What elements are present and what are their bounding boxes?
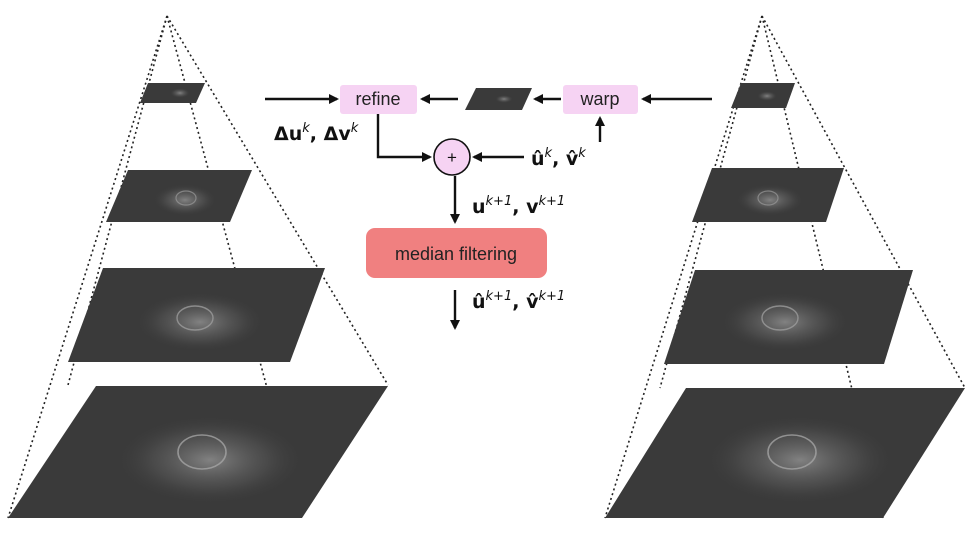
left-layer-2 — [106, 170, 252, 222]
next-hat-uv-label: ûk+1, v̂k+1 — [472, 289, 565, 313]
median-filtering-node: median filtering — [366, 228, 547, 278]
flow-section: refine warp Δuk, Δvk + — [265, 85, 712, 330]
right-layer-3 — [664, 270, 913, 364]
warp-node: warp — [563, 85, 638, 114]
right-layer-2 — [692, 168, 844, 222]
warp-label: warp — [579, 89, 619, 109]
left-pyramid — [7, 15, 389, 519]
right-layer-1 — [731, 83, 795, 108]
left-layer-1 — [140, 83, 205, 103]
plus-node: + — [433, 138, 471, 176]
median-filtering-label: median filtering — [395, 244, 517, 264]
left-layer-3 — [68, 268, 325, 362]
delta-uv-label: Δuk, Δvk — [274, 121, 359, 145]
warped-image — [465, 88, 532, 110]
refine-node: refine — [340, 85, 417, 114]
arrow-refine-to-plus — [376, 114, 432, 162]
refine-label: refine — [355, 89, 400, 109]
plus-label: + — [447, 148, 457, 167]
next-uv-label: uk+1, vk+1 — [472, 194, 565, 218]
right-layer-4 — [605, 388, 965, 518]
hat-uv-label: ûk, v̂k — [531, 146, 586, 170]
right-pyramid — [604, 15, 966, 519]
left-layer-4 — [8, 386, 388, 518]
